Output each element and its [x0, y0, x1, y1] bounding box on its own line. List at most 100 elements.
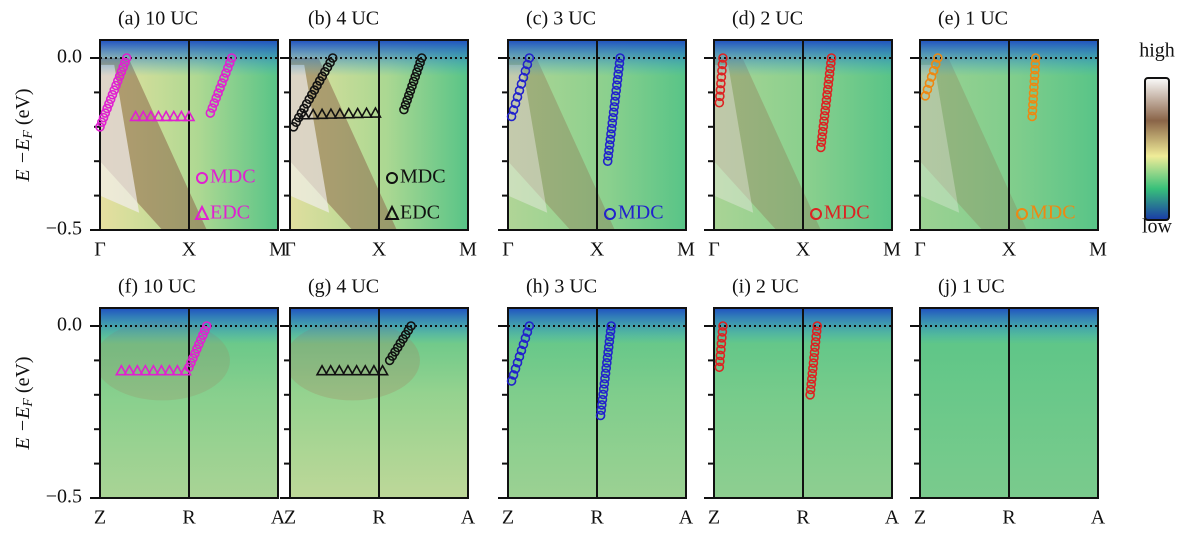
mdc-marker	[384, 355, 395, 366]
panel: (h) 3 UC Z R A	[498, 276, 694, 529]
mdc-marker	[928, 65, 939, 76]
mdc-marker	[512, 357, 523, 368]
mdc-marker	[192, 344, 202, 354]
mdc-marker	[1030, 59, 1041, 69]
mdc-marker	[202, 321, 212, 331]
mdc-marker	[1030, 64, 1040, 75]
x-label: M	[883, 239, 901, 261]
mdc-marker	[715, 85, 726, 95]
x-label: A	[885, 507, 900, 529]
mdc-marker	[410, 71, 421, 82]
x-label: X	[1002, 239, 1017, 261]
mdc-marker	[605, 326, 616, 337]
x-label: X	[590, 239, 605, 261]
mdc-marker	[603, 150, 614, 161]
mdc-marker	[1027, 105, 1038, 116]
mdc-marker	[96, 117, 107, 128]
x-label: Γ	[708, 239, 720, 261]
y-axis-label-part: (eV)	[12, 88, 34, 130]
edc-marker	[171, 364, 184, 376]
mdc-marker	[715, 350, 726, 361]
colorbar-low: low	[1142, 216, 1173, 238]
panel: (a) 10 UC Γ X M MDC EDC	[90, 8, 287, 261]
mdc-marker	[524, 53, 535, 63]
mdc-marker	[402, 95, 412, 106]
mdc-marker	[924, 78, 935, 89]
mdc-marker	[416, 53, 427, 63]
x-label: X	[182, 239, 197, 261]
x-label: X	[796, 239, 811, 261]
spectrum	[290, 308, 468, 498]
mdc-marker	[111, 80, 121, 91]
legend-marker	[810, 208, 822, 220]
x-label: R	[372, 507, 386, 529]
mdc-marker	[207, 103, 218, 113]
x-label: Z	[502, 507, 514, 529]
edc-marker	[350, 364, 363, 376]
edc-marker	[175, 109, 188, 122]
mdc-marker	[808, 358, 819, 368]
mdc-marker	[223, 63, 233, 73]
mdc-marker	[198, 330, 208, 340]
mdc-marker	[211, 93, 221, 103]
legend-label: MDC	[824, 202, 870, 224]
panel: (b) 4 UC Γ X M MDC EDC	[280, 8, 477, 261]
mdc-marker	[615, 53, 625, 63]
edc-marker	[351, 106, 364, 119]
mdc-marker	[226, 53, 237, 63]
legend-label: MDC	[400, 166, 446, 188]
edc-marker	[129, 109, 142, 122]
x-label: Z	[94, 507, 106, 529]
mdc-marker	[819, 111, 830, 121]
mdc-marker	[600, 368, 611, 379]
mdc-marker	[506, 376, 517, 386]
panel-title: (d) 2 UC	[732, 8, 803, 30]
mdc-marker	[399, 104, 409, 115]
panel-title: (g) 4 UC	[308, 276, 379, 298]
mdc-marker	[826, 53, 837, 63]
mdc-marker	[415, 57, 425, 68]
x-label: R	[1002, 507, 1016, 529]
panel-title: (b) 4 UC	[308, 8, 379, 30]
panel-title: (i) 2 UC	[732, 276, 799, 298]
edc-marker	[360, 106, 373, 119]
mdc-marker	[598, 384, 609, 394]
mdc-marker	[186, 357, 196, 368]
edc-marker	[358, 364, 372, 376]
mdc-marker	[821, 100, 831, 111]
legend-label: EDC	[400, 202, 440, 224]
mdc-marker	[597, 400, 607, 410]
mdc-marker	[506, 111, 517, 122]
mdc-marker	[408, 76, 419, 87]
mdc-marker	[598, 389, 608, 400]
mdc-marker	[805, 384, 816, 395]
mdc-marker	[196, 334, 206, 345]
mdc-marker	[215, 83, 225, 93]
x-label: A	[679, 507, 694, 529]
mdc-marker	[405, 86, 416, 96]
panel: (f) 10 UC Z R A	[90, 276, 286, 529]
mdc-marker	[920, 91, 931, 101]
panel: (e) 1 UC Γ X M MDC	[910, 8, 1107, 261]
mdc-marker	[603, 342, 614, 352]
mdc-marker	[118, 62, 128, 72]
mdc-marker	[714, 362, 725, 373]
mdc-marker	[600, 373, 610, 384]
panel: (c) 3 UC Γ X M MDC	[498, 8, 695, 261]
mdc-marker	[824, 74, 834, 84]
panel-title: (f) 10 UC	[118, 276, 196, 298]
edc-marker	[333, 107, 347, 119]
mdc-marker	[614, 64, 624, 74]
mdc-marker	[1028, 94, 1039, 104]
mdc-marker	[604, 336, 615, 347]
mdc-marker	[512, 92, 523, 102]
panel-title: (a) 10 UC	[118, 8, 198, 30]
x-label: A	[271, 507, 286, 529]
mdc-marker	[1029, 82, 1039, 93]
mdc-marker	[609, 102, 620, 112]
mdc-marker	[114, 71, 125, 82]
mdc-marker	[518, 72, 529, 83]
mdc-marker	[718, 53, 728, 63]
mdc-marker	[608, 107, 619, 118]
mdc-marker	[116, 66, 127, 77]
